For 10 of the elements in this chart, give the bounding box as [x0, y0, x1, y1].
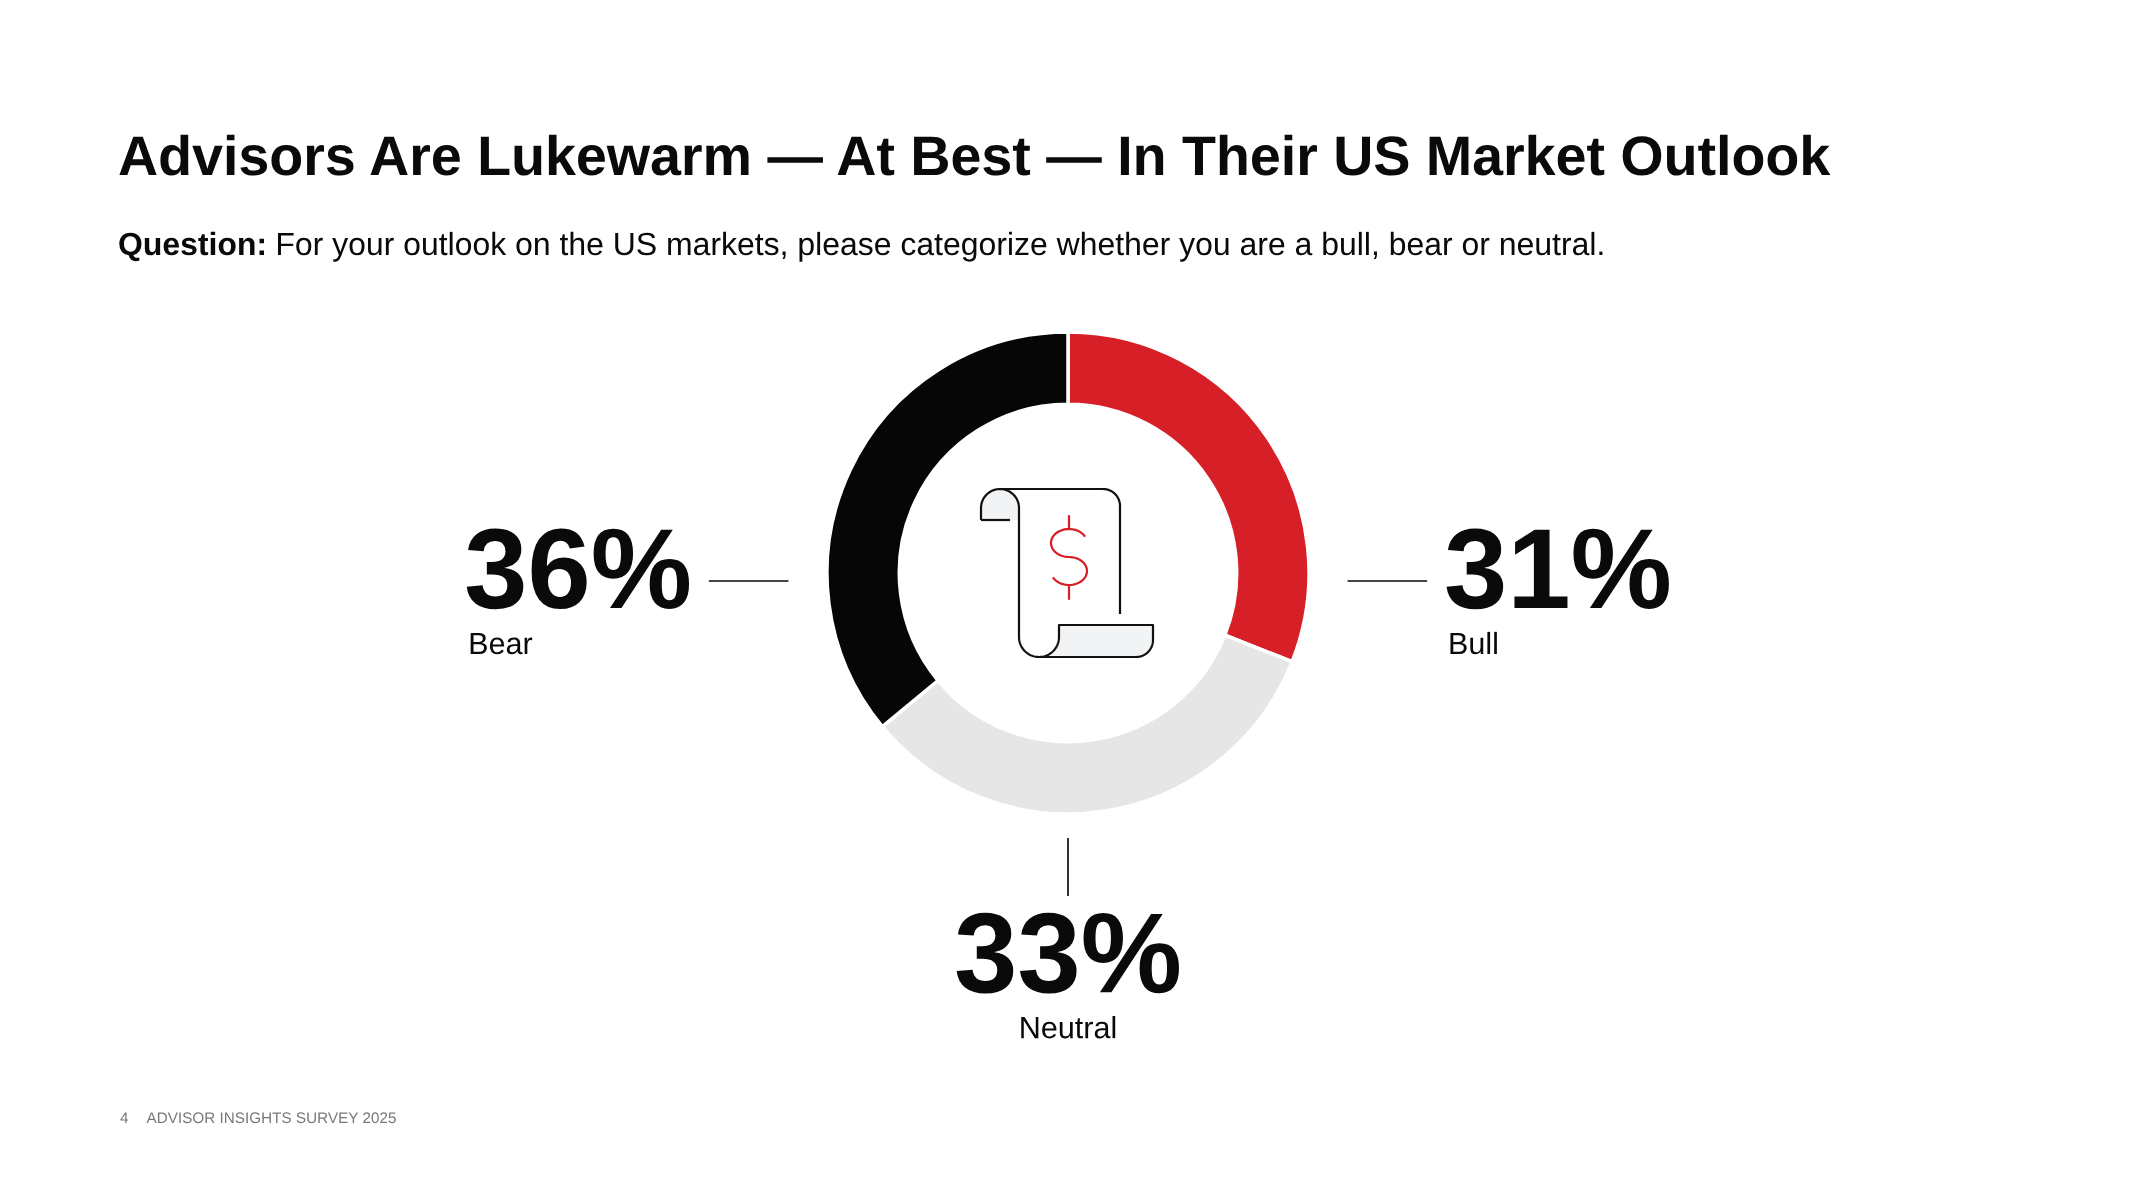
text: 4 [120, 1112, 129, 1123]
slice-label: Bear [470, 632, 533, 655]
text: ADVISOR INSIGHTS SURVEY 2025 [146, 1112, 396, 1124]
chart-subtitle: Question: For your outlook on the US markets, please categorize whether you are a bull, bear or neutral. [119, 231, 1603, 262]
data-label: 36% [466, 528, 690, 610]
slice-label: Bull [1450, 631, 1497, 655]
data-label: 31% [1446, 528, 1669, 610]
chart-title: Advisors Are Lukewarm — At Best — In Their US Market Outlook [119, 134, 1831, 176]
data-label: 33% [956, 912, 1179, 994]
slice-label: Neutral [1021, 1015, 1116, 1039]
